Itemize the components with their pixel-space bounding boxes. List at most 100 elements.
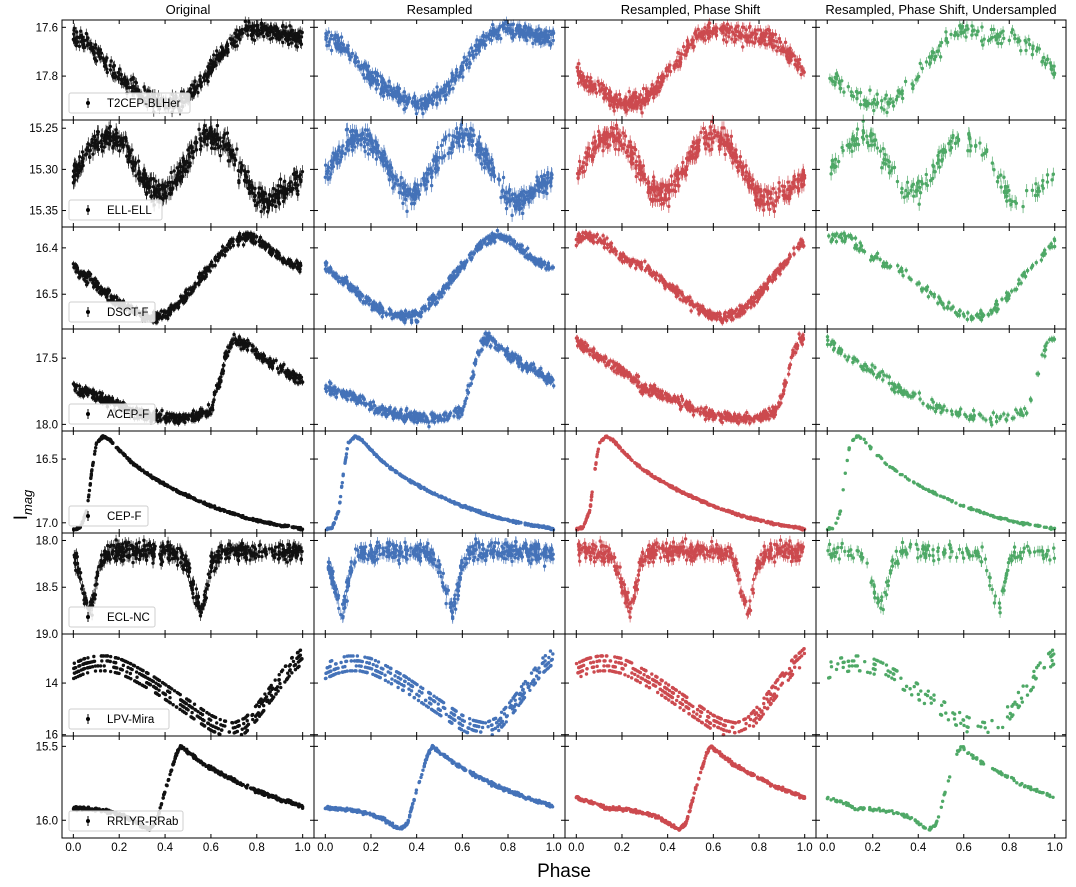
data-point: [375, 142, 378, 145]
data-point: [392, 90, 395, 93]
data-point: [875, 93, 878, 96]
data-point: [100, 134, 103, 137]
data-point: [549, 42, 552, 45]
data-point: [490, 39, 493, 42]
data-point: [700, 34, 703, 37]
panel-t2cep-blher-col3: [565, 18, 816, 120]
data-point: [280, 32, 283, 35]
data-point: [692, 39, 695, 42]
data-point: [96, 133, 99, 136]
data-point: [237, 33, 240, 36]
legend-ell-ell: ELL-ELL: [69, 200, 162, 220]
data-point: [278, 202, 281, 205]
data-point: [266, 210, 269, 213]
data-point: [528, 35, 531, 38]
data-point: [579, 73, 582, 76]
data-point: [252, 31, 255, 34]
data-point: [327, 30, 330, 33]
data-point: [577, 62, 580, 65]
data-point: [256, 27, 259, 30]
data-point: [499, 37, 502, 40]
data-point: [679, 57, 682, 60]
data-point: [146, 182, 149, 185]
data-point: [122, 82, 125, 85]
data-point: [756, 28, 759, 31]
data-point: [432, 91, 435, 94]
data-point: [330, 34, 333, 37]
data-point: [1043, 62, 1046, 65]
data-point: [503, 26, 506, 29]
data-point: [124, 139, 127, 142]
data-point: [629, 97, 632, 100]
data-point: [640, 111, 643, 114]
data-point: [285, 192, 288, 195]
data-point: [1031, 53, 1034, 56]
column-title-1: Original: [166, 2, 211, 17]
data-point: [450, 72, 453, 75]
data-point: [457, 75, 460, 78]
data-point: [463, 56, 466, 59]
data-point: [381, 81, 384, 84]
data-point: [436, 93, 439, 96]
data-point: [156, 190, 159, 193]
data-point: [372, 77, 375, 80]
data-point: [1023, 39, 1026, 42]
data-point: [198, 137, 201, 140]
data-point: [403, 100, 406, 103]
data-point: [682, 45, 685, 48]
data-point: [461, 75, 464, 78]
data-point: [787, 61, 790, 64]
data-point: [419, 183, 422, 186]
data-point: [296, 193, 299, 196]
data-point: [137, 177, 140, 180]
data-point: [1013, 37, 1016, 40]
data-point: [524, 32, 527, 35]
data-point: [753, 41, 756, 44]
data-point: [73, 178, 76, 181]
data-point: [868, 88, 871, 91]
data-point: [423, 97, 426, 100]
data-point: [246, 27, 249, 30]
data-point: [190, 147, 193, 150]
data-point: [1052, 73, 1055, 76]
data-point: [102, 59, 105, 62]
data-point: [79, 29, 82, 32]
data-point: [662, 76, 665, 79]
data-point: [208, 72, 211, 75]
data-point: [885, 94, 888, 97]
data-point: [509, 23, 512, 26]
data-point: [114, 128, 117, 131]
data-point: [448, 88, 451, 91]
data-point: [402, 108, 405, 111]
data-point: [774, 33, 777, 36]
data-point: [694, 33, 697, 36]
data-point: [475, 53, 478, 56]
data-point: [256, 201, 259, 204]
data-point: [349, 55, 352, 58]
data-point: [118, 149, 121, 152]
data-point: [524, 25, 527, 28]
data-point: [778, 37, 781, 40]
data-point: [426, 104, 429, 107]
data-point: [110, 59, 113, 62]
panel-ell-ell-col2: [314, 118, 565, 227]
data-point: [667, 69, 670, 72]
data-point: [361, 73, 364, 76]
data-point: [260, 210, 263, 213]
data-point: [970, 24, 973, 27]
data-point: [83, 46, 86, 49]
data-point: [910, 82, 913, 85]
data-point: [187, 165, 190, 168]
data-point: [126, 82, 129, 85]
data-point: [748, 25, 751, 28]
data-point: [933, 58, 936, 61]
data-point: [257, 191, 260, 194]
legend-marker: [86, 208, 90, 212]
data-point: [284, 34, 287, 37]
data-point: [95, 59, 98, 62]
data-point: [295, 35, 298, 38]
data-point: [255, 30, 258, 33]
data-point: [180, 177, 183, 180]
data-point: [850, 94, 853, 97]
y-tick-label: 15.25: [29, 123, 58, 135]
